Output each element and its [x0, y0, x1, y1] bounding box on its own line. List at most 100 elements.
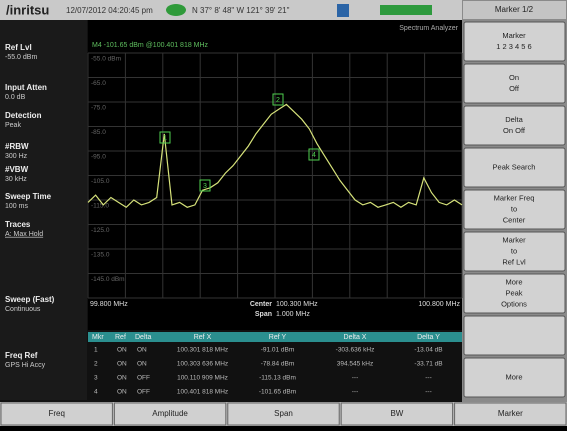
tab[interactable]: [227, 402, 340, 426]
y-tick-label: -55.0 dBm: [91, 56, 121, 63]
softkey-label: Center: [503, 215, 526, 224]
freq-stop: 100.800 MHz: [418, 301, 460, 308]
tab[interactable]: [340, 402, 454, 426]
param-value: -55.0 dBm: [5, 54, 37, 61]
table-cell: 100.401 818 MHz: [177, 389, 228, 396]
softkey-title: Marker 1/2: [495, 5, 534, 14]
tab-label: BW: [390, 409, 403, 418]
y-tick-label: -95.0: [91, 154, 106, 161]
table-cell: ---: [425, 375, 432, 382]
softkey[interactable]: [463, 63, 566, 104]
param-label: Freq Ref: [5, 351, 38, 360]
table-cell: -13.04 dB: [414, 347, 442, 354]
tab[interactable]: [0, 402, 113, 426]
table-cell: -115.13 dBm: [259, 375, 296, 382]
table-cell: -33.71 dB: [414, 361, 442, 368]
table-cell: ON: [117, 347, 127, 354]
softkey-label: More: [505, 372, 522, 381]
y-tick-label: -75.0: [91, 105, 106, 112]
softkey-label: Off: [509, 84, 520, 93]
column-header: Ref X: [194, 334, 212, 341]
softkey-label: 1 2 3 4 5 6: [496, 42, 531, 51]
center-value: 100.300 MHz: [276, 301, 318, 308]
table-cell: -101.65 dBm: [259, 389, 296, 396]
table-cell: 1: [94, 347, 98, 354]
marker-box: [159, 131, 171, 144]
softkey-label: Marker Freq: [494, 193, 535, 202]
table-cell: 2: [94, 361, 98, 368]
softkey-label: Delta: [505, 115, 523, 124]
softkey[interactable]: [463, 21, 566, 62]
table-cell: 3: [94, 375, 98, 382]
gps-coords: N 37° 8' 48" W 121° 39' 21": [192, 6, 290, 15]
save-icon: [337, 4, 349, 17]
y-tick-label: -125.0: [91, 227, 110, 234]
span-label: Span: [255, 311, 272, 318]
tab-label: Freq: [48, 409, 64, 418]
softkey-label: Ref Lvl: [502, 257, 526, 266]
tab[interactable]: [454, 402, 567, 426]
softkey-label: Peak Search: [493, 162, 536, 171]
left-panel: [0, 20, 87, 400]
softkey[interactable]: [463, 231, 566, 272]
softkey-label: Marker: [502, 235, 526, 244]
mode-label: Spectrum Analyzer: [399, 25, 458, 32]
datetime: 12/07/2012 04:20:45 pm: [66, 6, 153, 15]
column-header: Delta: [135, 334, 151, 341]
param-value: A: Max Hold: [5, 231, 43, 238]
table-cell: ON: [117, 389, 127, 396]
softkey-label: On: [509, 73, 519, 82]
gps-icon: [166, 4, 186, 16]
y-tick-label: -115.0: [91, 203, 109, 210]
softkey[interactable]: [463, 105, 566, 146]
y-tick-label: -145.0 dBm: [91, 276, 125, 283]
param-value: GPS Hi Accy: [5, 362, 46, 369]
param-label: Traces: [5, 220, 31, 229]
marker-box: [199, 179, 211, 192]
tab[interactable]: [113, 402, 227, 426]
table-cell: -78.84 dBm: [261, 361, 295, 368]
softkey: [463, 315, 566, 356]
softkey-label: More: [505, 277, 522, 286]
column-header: Delta X: [344, 334, 367, 341]
marker-id: 4: [312, 152, 316, 159]
tab-label: Amplitude: [152, 409, 188, 418]
softkey-label: to: [511, 246, 517, 255]
softkey-label: Options: [501, 299, 527, 308]
y-tick-label: -105.0: [91, 178, 110, 185]
table-cell: OFF: [137, 389, 150, 396]
span-value: 1.000 MHz: [276, 311, 310, 318]
column-header: Ref: [115, 334, 126, 341]
brand: /inritsu: [6, 2, 49, 17]
softkey[interactable]: [463, 357, 566, 398]
table-cell: ON: [117, 361, 127, 368]
table-cell: -91.01 dBm: [261, 347, 295, 354]
softkey-title-bg: [463, 1, 566, 19]
marker-id: 1: [163, 135, 167, 142]
marker-id: 2: [276, 97, 280, 104]
marker-box: [272, 93, 284, 106]
freq-start: 99.800 MHz: [90, 301, 128, 308]
marker-box: [308, 148, 320, 161]
table-cell: ON: [117, 375, 127, 382]
param-label: Detection: [5, 111, 42, 120]
softkey[interactable]: [463, 147, 566, 188]
table-cell: ON: [137, 361, 147, 368]
table-header-bg: [88, 332, 462, 342]
softkey[interactable]: [463, 189, 566, 230]
param-label: Sweep (Fast): [5, 295, 55, 304]
tab-label: Marker: [498, 409, 523, 418]
softkey-label: On Off: [503, 126, 526, 135]
table-cell: -303.636 kHz: [336, 347, 375, 354]
param-label: Input Atten: [5, 83, 47, 92]
column-header: Delta Y: [417, 334, 440, 341]
table-cell: ---: [352, 375, 359, 382]
param-label: #RBW: [5, 142, 29, 151]
param-value: 100 ms: [5, 203, 28, 210]
table-cell: 100.303 636 MHz: [177, 361, 228, 368]
param-value: 30 kHz: [5, 176, 27, 183]
table-cell: ---: [425, 389, 432, 396]
y-tick-label: -65.0: [91, 80, 106, 87]
softkey[interactable]: [463, 273, 566, 314]
